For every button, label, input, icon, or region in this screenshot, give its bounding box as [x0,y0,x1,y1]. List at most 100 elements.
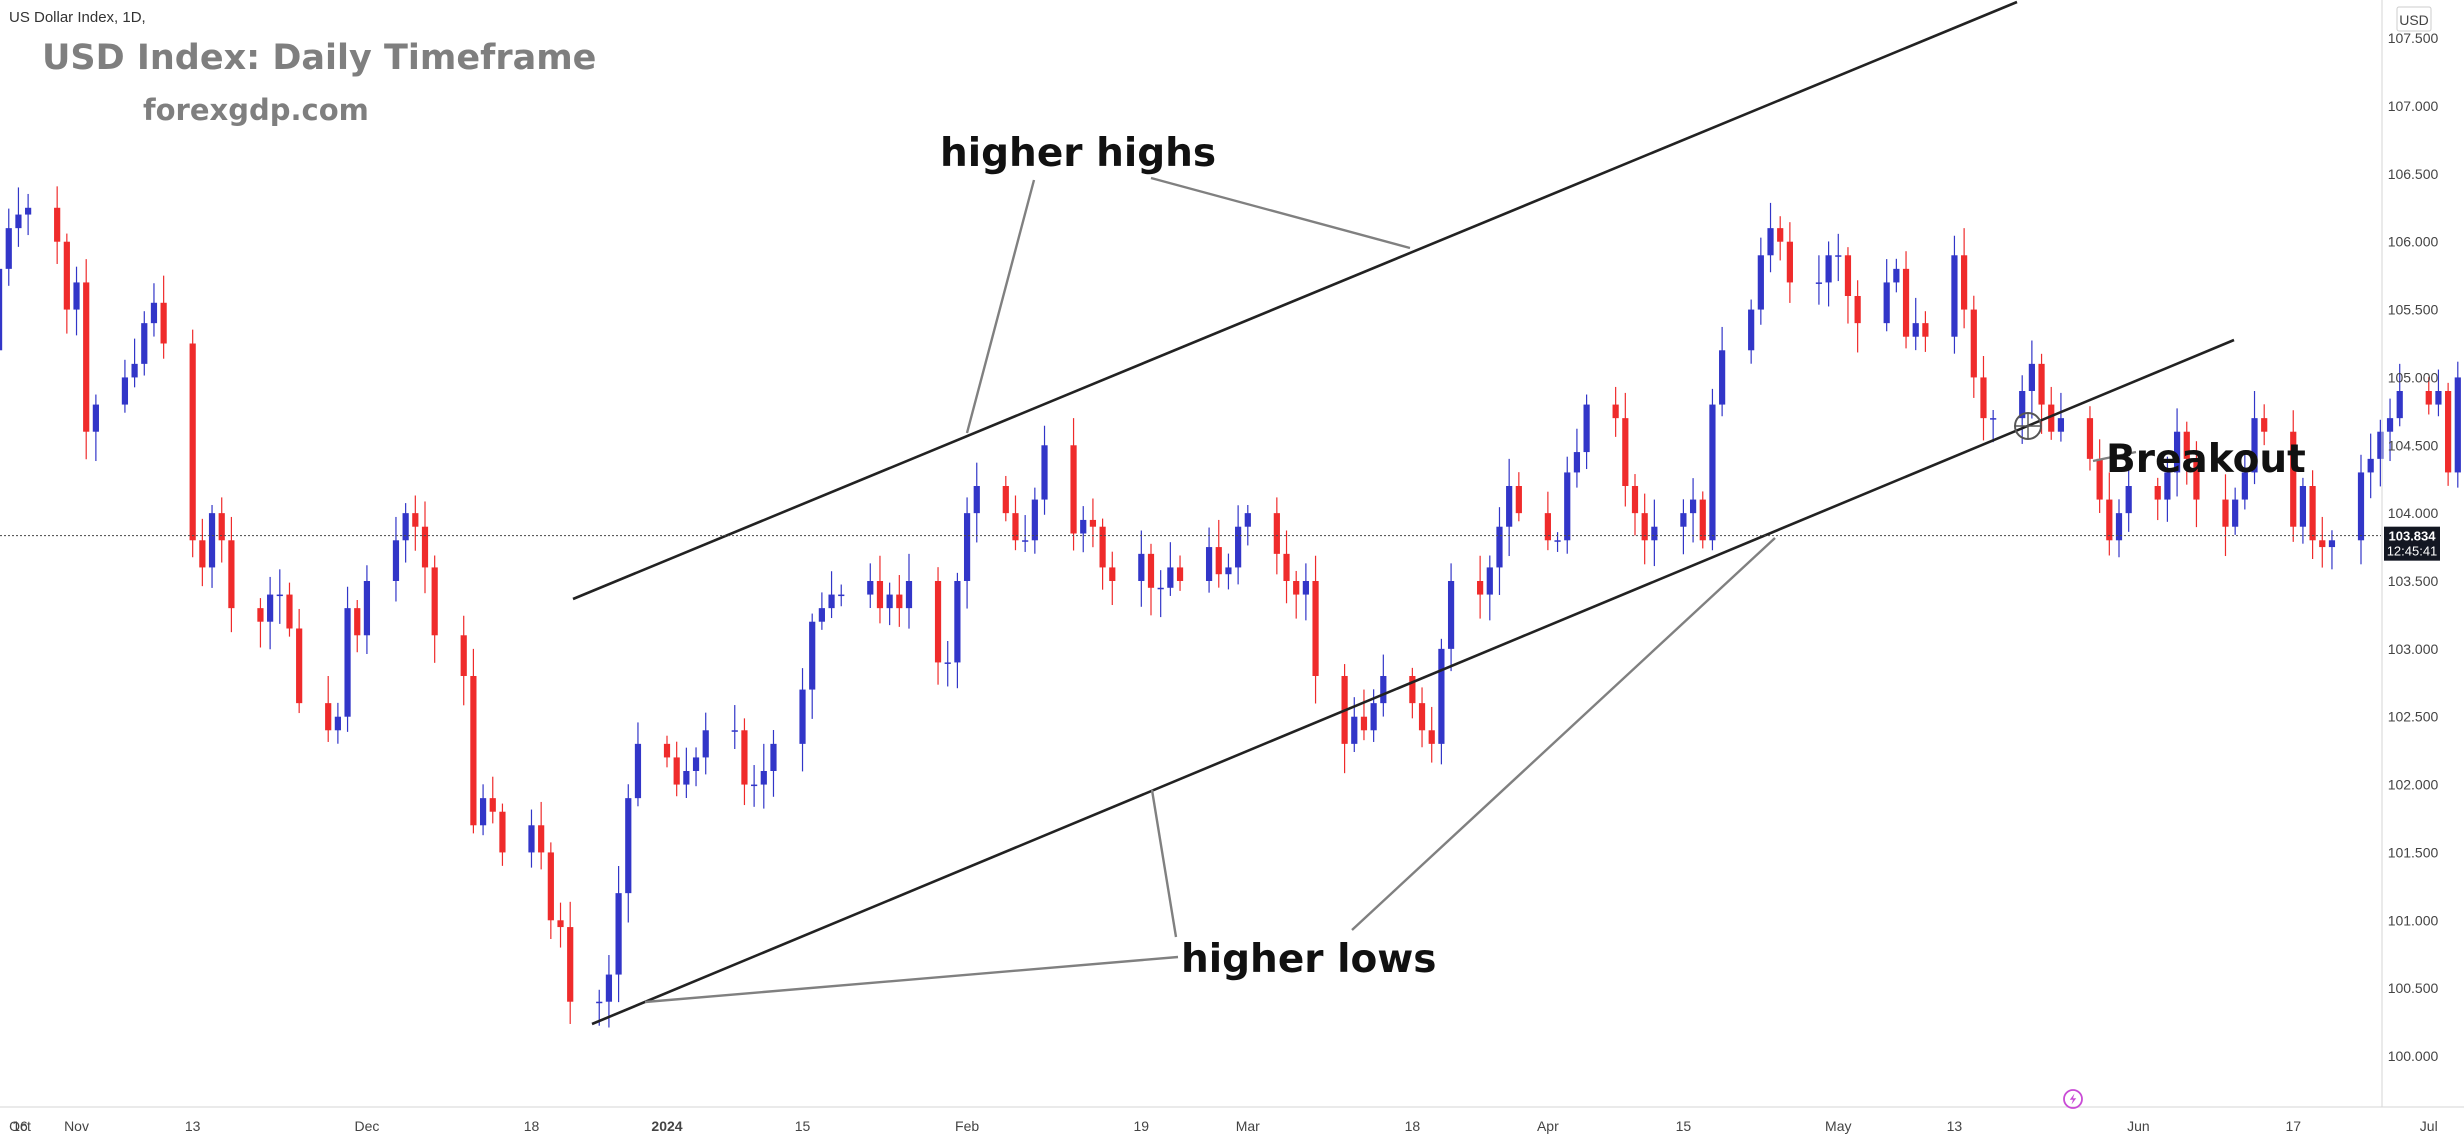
candle-body [867,581,874,595]
candle-body [2028,363,2035,391]
pointer-higher-low-1 [644,955,1179,1004]
candle [470,648,477,834]
price-tick-label: 104.500 [2388,437,2439,453]
candle-body [547,852,554,921]
candle [2193,441,2200,528]
candle-body [1680,513,1687,527]
candle-body [1719,350,1726,405]
lower-channel-line[interactable] [591,338,2235,1026]
candle [1312,555,1319,704]
candle [1893,258,1900,293]
candle [1544,491,1551,551]
candle-body [228,540,235,609]
candle-body [625,798,632,894]
pointer-higher-low-3 [1351,537,1776,931]
candle [2290,410,2297,542]
candle [1080,506,1087,553]
candle [63,233,70,334]
candle-body [344,608,351,717]
countdown-label: 12:45:41 [2387,544,2438,559]
candle [1815,255,1823,305]
candle [973,462,980,543]
candle-body [1912,323,1919,337]
candle-body [2125,486,2132,514]
plot-area[interactable] [0,0,2464,1028]
candle-body [973,486,980,514]
candle-body [2454,377,2461,473]
candle [2222,474,2229,557]
candle-body [1283,553,1290,581]
candle-body [208,513,216,568]
candle-body [1612,404,1619,419]
candle-body [2299,486,2307,527]
candle [276,569,283,624]
candle [228,516,235,633]
candle [1825,241,1832,307]
candle-body [760,771,767,785]
candle [344,586,351,732]
candle [605,955,613,1028]
candle [1089,498,1097,548]
candle-body [2261,418,2268,432]
candle-body [218,513,225,541]
candle [1922,311,1929,352]
candle-body [1070,445,1077,534]
candle-body [1854,296,1861,324]
candle-body [25,207,32,215]
candle-body [334,716,341,731]
candle-body [1477,581,1484,595]
candle-body [2251,418,2258,473]
lightning-icon[interactable] [2063,1089,2083,1109]
candle [1980,355,1987,441]
candle-body [702,730,709,758]
price-axis[interactable]: USD 100.000100.500101.000101.500102.0001… [2381,0,2440,1107]
candle-body [1573,452,1581,473]
candle [567,901,574,1024]
time-tick-label: 15 [795,1118,811,1134]
upper-channel-line[interactable] [572,0,2018,601]
candle [2173,408,2181,497]
candle [92,394,99,462]
candle-body [286,594,293,629]
candle-body [1815,282,1823,284]
candle [150,283,158,337]
currency-box[interactable] [2396,6,2432,32]
candle [1244,505,1251,546]
candle-body [1293,581,1300,595]
candle [2299,477,2307,544]
candle-body [470,676,477,826]
price-tick-label: 100.500 [2388,980,2439,996]
candle-body [2232,499,2239,527]
candle [1719,326,1726,417]
pointer-higher-low-2 [1150,789,1178,938]
candle [1757,237,1764,325]
candle [1225,553,1232,590]
candle-body [1961,255,1968,310]
time-tick-label: 2024 [651,1118,682,1134]
candle-body [421,526,429,568]
candle [199,518,206,587]
candle-body [809,621,816,690]
trendlines [572,0,2235,1026]
candle-body [2038,363,2045,405]
candle-body [2367,458,2374,473]
candle-body [1360,716,1368,731]
candle-body [2290,431,2297,527]
candle [1631,474,1639,536]
time-tick-label: 17 [2285,1118,2301,1134]
candle [1622,392,1629,507]
candle [189,329,196,558]
annotation-higher-highs: higher highs [940,131,1216,176]
candle [867,563,874,609]
candle [2328,530,2336,570]
candle [1293,570,1300,619]
candle [683,747,690,799]
candle-body [1544,513,1551,541]
candle-body [1041,445,1048,500]
candle-body [2309,486,2316,541]
candle-body [1273,513,1280,554]
candle-body [489,798,496,812]
candle [421,501,429,594]
